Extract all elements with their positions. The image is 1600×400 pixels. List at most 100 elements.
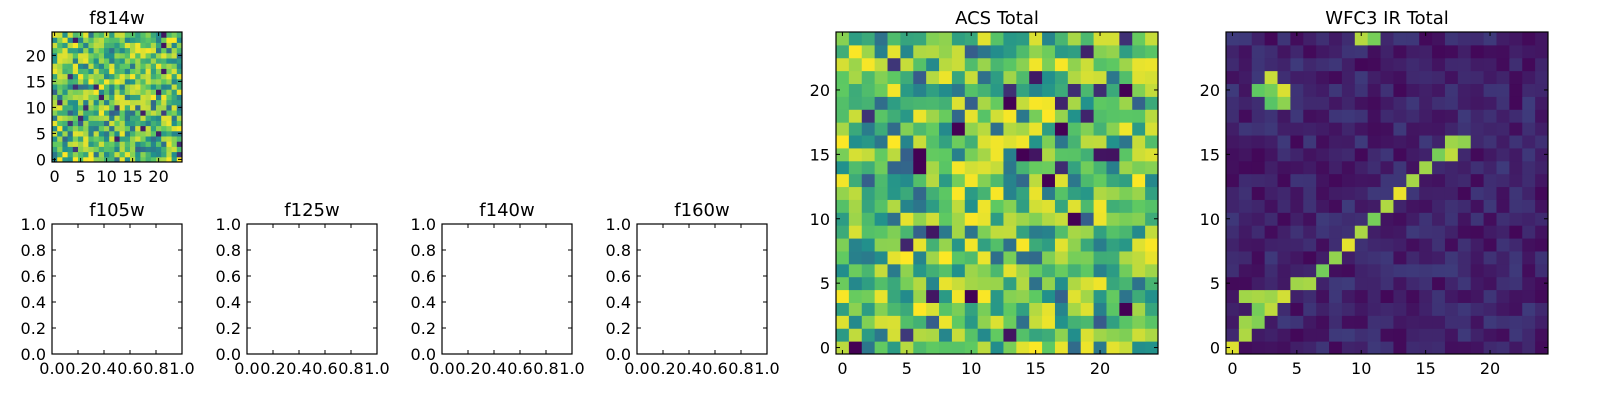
heatmap-cell [1496,57,1510,72]
heatmap-cell [1444,199,1459,213]
heatmap-cell [887,135,901,149]
heatmap-cell [67,136,74,142]
heatmap-cell [130,130,136,137]
heatmap-cell [1080,302,1095,316]
heatmap-cell [1393,186,1407,200]
heatmap-cell [1380,238,1394,252]
heatmap-cell [135,58,141,64]
heatmap-cell [171,151,178,158]
heatmap-cell [977,96,992,110]
heatmap-cell [939,225,953,239]
heatmap-cell [861,212,876,226]
heatmap-cell [939,109,953,123]
heatmap-cell [1316,315,1330,329]
heatmap-cell [166,47,173,54]
heatmap-cell [1483,147,1497,162]
heatmap-cell [990,70,1004,85]
heatmap-cell [135,73,141,80]
heatmap-cell [1522,302,1536,316]
heatmap-cell [1003,199,1017,213]
heatmap-cell [1393,276,1407,291]
heatmap-cell [1341,276,1356,291]
heatmap-cell [1106,341,1120,355]
heatmap-cell [1132,341,1146,355]
heatmap-cell [1264,276,1279,291]
heatmap-cell [52,120,58,127]
heatmap-cell [1226,302,1240,316]
heatmap-cell [52,151,58,158]
heatmap-cell [119,141,126,147]
heatmap-cell [1444,212,1459,226]
heatmap-cell [1419,250,1433,265]
heatmap-cell [83,32,89,38]
heatmap-cell [1393,289,1407,303]
heatmap-cell [1054,315,1069,329]
heatmap-cell [67,99,74,106]
heatmap-cell [1277,315,1291,329]
heatmap-cell [67,151,74,158]
heatmap-cell [171,52,178,59]
heatmap-cell [836,328,850,342]
heatmap-cell [140,104,147,111]
heatmap-cell [145,68,152,75]
heatmap-cell [1080,186,1095,200]
heatmap-cell [88,104,95,111]
heatmap-cell [114,78,121,85]
heatmap-cell [1067,315,1082,329]
heatmap-cell [861,147,876,162]
heatmap-cell [114,125,121,132]
heatmap-cell [1093,250,1107,265]
heatmap-cell [1093,173,1107,188]
heatmap-cell [114,130,121,137]
heatmap-cell [977,135,992,149]
heatmap-cell [1419,238,1433,252]
heatmap-cell [88,156,95,163]
heatmap-cell [1496,135,1510,149]
heatmap-cell [1509,32,1523,46]
heatmap-cell [1406,122,1420,136]
heatmap-cell [88,130,95,137]
heatmap-cell [1380,289,1394,303]
heatmap-cell [88,52,95,59]
heatmap-cell [104,52,110,59]
heatmap-cell [109,99,115,106]
heatmap-cell [1054,147,1069,162]
heatmap-cell [1535,328,1549,342]
heatmap-cell [1393,199,1407,213]
x-tick-label: 15 [122,167,142,186]
y-tick-label: 0.0 [411,345,436,364]
heatmap-cell [145,78,152,85]
heatmap-cell [939,199,953,213]
heatmap-cell [836,122,850,136]
heatmap-cell [1226,212,1240,226]
heatmap-cell [887,328,901,342]
heatmap-cell [1251,341,1266,355]
heatmap-cell [1119,276,1133,291]
heatmap-cell [130,110,136,116]
heatmap-cell [1251,160,1266,175]
heatmap-cell [1393,341,1407,355]
heatmap-cell [1054,341,1069,355]
heatmap-cell [114,89,121,95]
heatmap-cell [1119,289,1133,303]
heatmap-cell [977,238,992,252]
heatmap-cell [1226,225,1240,239]
heatmap-cell [1226,250,1240,265]
heatmap-cell [1522,263,1536,278]
heatmap-cell [848,276,863,291]
heatmap-cell [1535,83,1549,97]
heatmap-cell [900,238,914,252]
heatmap-cell [861,32,876,46]
heatmap-cell [1080,44,1095,59]
heatmap-cell [1277,160,1291,175]
heatmap-cell [130,120,136,127]
heatmap-cell [93,84,100,90]
heatmap-cell [1290,147,1304,162]
heatmap-cell [88,42,95,49]
heatmap-cell [1367,328,1382,342]
heatmap-cell [926,263,940,278]
heatmap-cell [52,73,58,80]
heatmap-cell [1535,315,1549,329]
heatmap-cell [1251,44,1266,59]
heatmap-cell [1316,225,1330,239]
